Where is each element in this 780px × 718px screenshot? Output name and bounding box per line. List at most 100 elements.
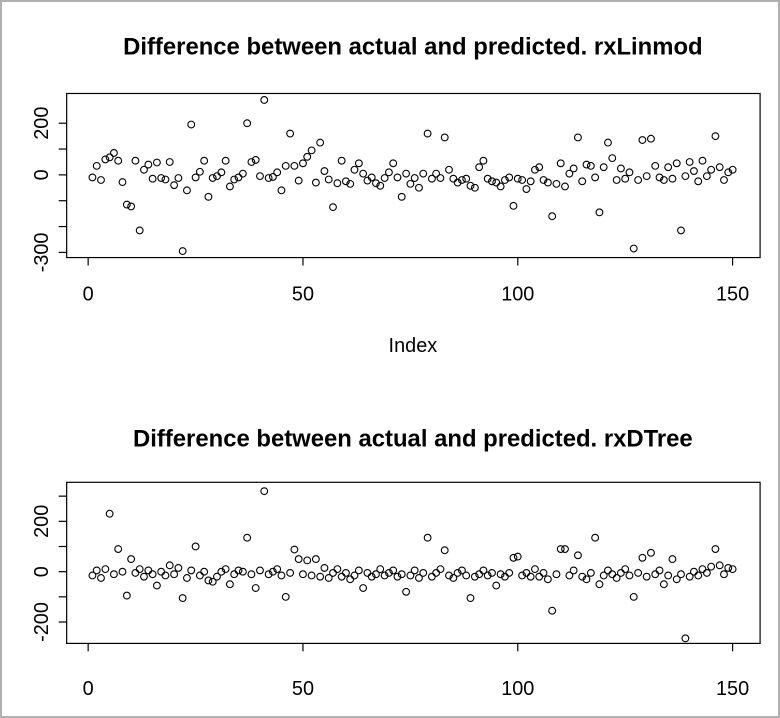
y-tick-label: -200 <box>31 602 53 642</box>
data-point <box>479 156 488 165</box>
data-point <box>672 575 681 584</box>
data-point <box>165 158 174 166</box>
data-point <box>260 487 269 496</box>
data-point <box>131 568 140 577</box>
data-point <box>427 174 436 183</box>
data-point <box>402 169 411 178</box>
data-point <box>488 177 496 186</box>
data-point <box>148 174 157 183</box>
data-point <box>367 173 376 182</box>
data-point <box>612 574 621 582</box>
data-point <box>174 174 183 182</box>
data-point <box>191 173 200 182</box>
data-point <box>453 568 462 577</box>
data-point <box>728 565 737 574</box>
data-point <box>389 159 398 168</box>
data-point <box>552 570 561 579</box>
data-point <box>187 566 196 575</box>
data-point <box>131 156 140 165</box>
data-point <box>531 565 539 574</box>
data-point <box>483 571 492 580</box>
plot-rxdtree: Difference between actual and predicted.… <box>31 426 761 700</box>
data-point <box>363 568 372 577</box>
data-point <box>535 163 544 172</box>
data-point <box>273 565 282 574</box>
data-point <box>221 156 230 165</box>
data-point <box>440 133 449 142</box>
data-point <box>92 566 101 575</box>
data-point <box>183 574 191 582</box>
data-point <box>715 561 724 570</box>
data-point <box>659 176 668 184</box>
data-point <box>655 566 664 575</box>
data-point <box>341 177 350 186</box>
data-point <box>359 169 368 178</box>
data-point <box>621 174 630 183</box>
data-point <box>500 176 509 184</box>
data-point <box>225 182 234 191</box>
data-point <box>565 169 574 178</box>
data-point <box>604 138 612 147</box>
data-point <box>367 572 376 581</box>
data-point <box>122 200 131 209</box>
data-point <box>728 165 737 174</box>
data-point <box>225 580 234 589</box>
data-point <box>556 159 565 168</box>
data-point <box>702 172 711 181</box>
data-point <box>290 161 299 170</box>
data-point <box>170 181 179 190</box>
data-point <box>380 571 389 580</box>
y-tick-label: 200 <box>31 505 53 538</box>
data-point <box>307 146 316 155</box>
data-point <box>152 581 161 590</box>
data-point <box>582 160 591 169</box>
data-point <box>616 164 625 173</box>
data-point <box>595 208 604 217</box>
x-tick-label: 50 <box>292 283 314 305</box>
data-point <box>247 570 256 579</box>
data-point <box>234 173 243 182</box>
data-point <box>230 175 239 184</box>
data-point <box>642 572 651 581</box>
data-point <box>634 176 643 184</box>
data-point <box>518 571 527 580</box>
data-point <box>174 564 183 572</box>
data-point <box>531 165 539 174</box>
data-point <box>543 575 552 584</box>
data-point <box>200 156 209 165</box>
data-point <box>552 179 561 188</box>
data-point <box>698 565 707 574</box>
data-point <box>694 571 703 580</box>
data-point <box>410 174 419 182</box>
data-point <box>264 174 273 182</box>
data-point <box>711 545 720 553</box>
data-point <box>376 565 385 574</box>
data-point <box>707 562 716 571</box>
data-point <box>715 163 724 172</box>
data-point <box>479 566 488 575</box>
data-point <box>204 192 213 201</box>
data-point <box>457 566 466 575</box>
data-point <box>406 571 415 580</box>
data-point <box>586 568 595 577</box>
data-point <box>195 571 204 580</box>
y-tick-label: 0 <box>31 566 53 577</box>
x-tick-label: 150 <box>716 283 749 305</box>
data-point <box>522 185 531 193</box>
data-point <box>118 567 127 576</box>
data-point <box>574 133 582 142</box>
x-axis-label: Index <box>389 335 438 357</box>
data-point <box>539 568 548 577</box>
data-point <box>496 182 505 191</box>
data-point <box>642 172 651 181</box>
data-point <box>616 568 625 577</box>
data-point <box>152 158 161 167</box>
data-point <box>475 163 484 172</box>
data-point <box>208 174 217 182</box>
data-point <box>578 572 587 581</box>
data-point <box>372 570 380 579</box>
data-point <box>612 176 621 184</box>
data-point <box>586 161 595 170</box>
